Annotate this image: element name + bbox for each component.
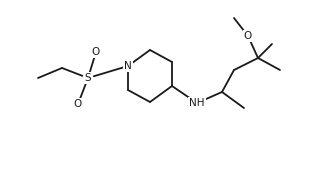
Text: S: S — [85, 73, 91, 83]
Text: O: O — [244, 31, 252, 41]
Text: NH: NH — [189, 98, 205, 108]
Text: O: O — [92, 47, 100, 57]
Text: O: O — [74, 99, 82, 109]
Text: N: N — [124, 61, 132, 71]
